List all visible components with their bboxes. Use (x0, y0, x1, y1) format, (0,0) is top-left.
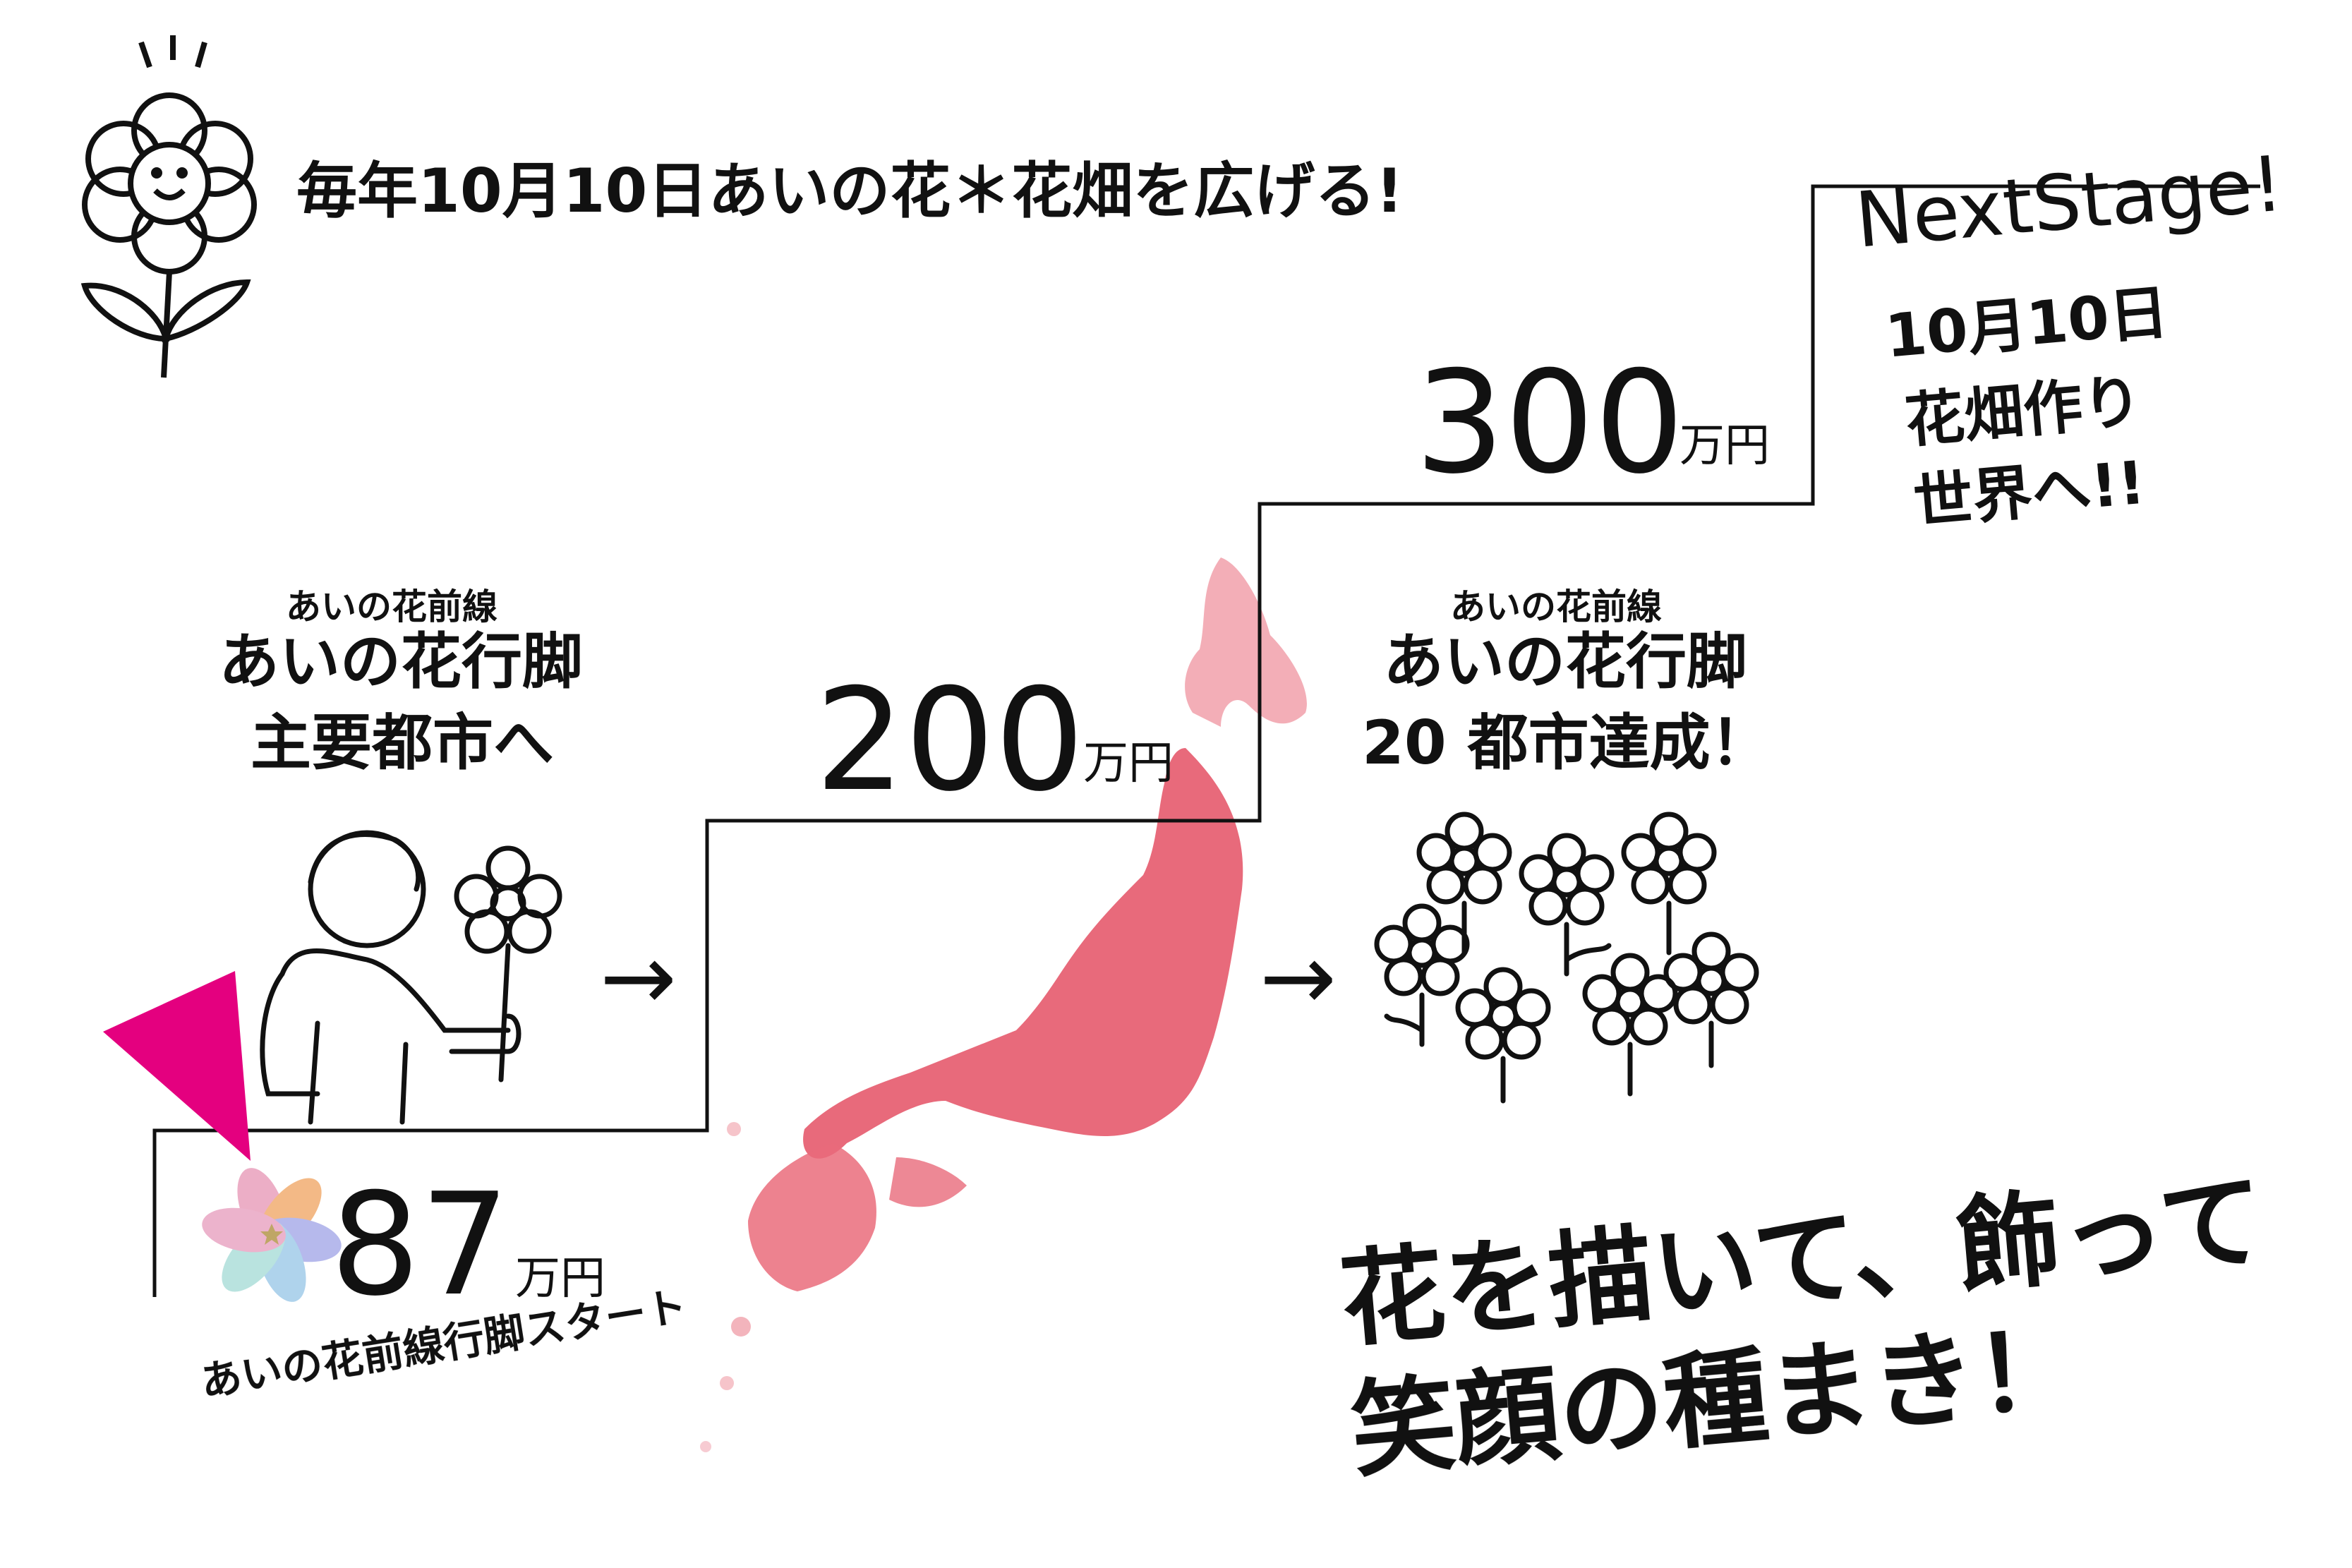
flower-field-icon (1374, 812, 1759, 1104)
amount-87-unit: 万円 (515, 1253, 605, 1305)
arrow-right-icon: → (600, 924, 677, 1031)
staircase-line (152, 184, 2260, 1297)
headline: 毎年10月10日あいの花＊花畑を広げる! (296, 156, 1404, 227)
amount-200: 200 (815, 658, 1085, 823)
triangle-pointer (103, 971, 251, 1161)
amount-87: 87 (330, 1163, 510, 1327)
person-with-flower-icon (260, 830, 562, 1125)
smiling-flower-icon (80, 35, 257, 378)
right-block-line2: 20 都市達成！ (1362, 708, 1771, 778)
watercolor-flower-icon (202, 1168, 342, 1302)
japan-map (700, 557, 1307, 1452)
right-block-line1: あいの花行脚 (1383, 627, 1747, 697)
amount-200-unit: 万円 (1083, 737, 1174, 790)
left-block-line1: あいの花行脚 (219, 627, 583, 697)
left-block-line2: 主要都市へ (251, 708, 554, 778)
amount-300: 300 (1415, 341, 1684, 505)
left-block-small: あいの花前線 (286, 586, 497, 627)
amount-300-unit: 万円 (1679, 420, 1770, 472)
right-block-small: あいの花前線 (1450, 586, 1662, 627)
arrow-right-icon: → (1260, 924, 1337, 1031)
